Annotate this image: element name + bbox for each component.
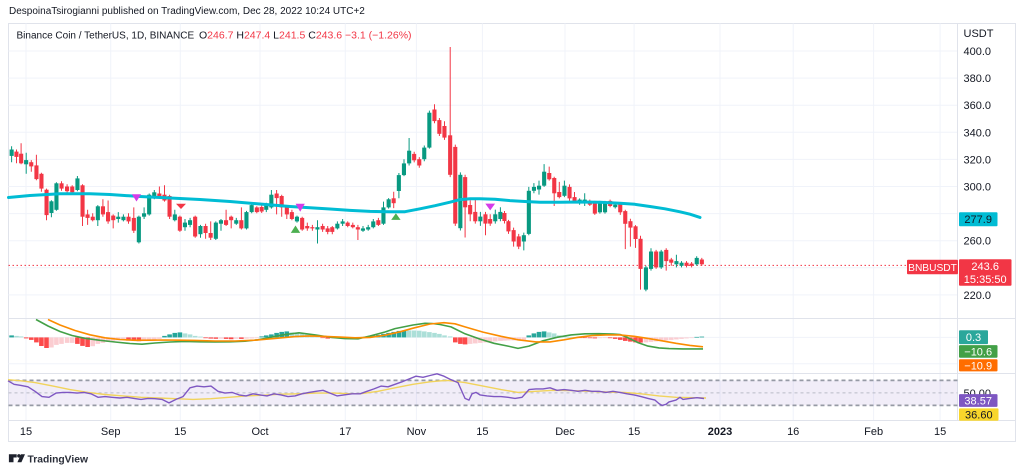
svg-text:−10.9: −10.9 — [964, 360, 992, 372]
svg-text:Dec: Dec — [555, 426, 575, 438]
svg-text:−10.6: −10.6 — [964, 346, 992, 358]
svg-text:36.60: 36.60 — [965, 410, 993, 422]
svg-text:360.0: 360.0 — [964, 100, 992, 112]
svg-text:O246.7 H247.4 L241.5 C243.6 −3: O246.7 H247.4 L241.5 C243.6 −3.1 (−1.26%… — [199, 30, 412, 42]
svg-text:300.0: 300.0 — [964, 182, 992, 194]
svg-text:2023: 2023 — [708, 426, 732, 438]
svg-text:277.9: 277.9 — [964, 214, 992, 226]
svg-text:Feb: Feb — [864, 426, 883, 438]
svg-text:15: 15 — [20, 426, 32, 438]
svg-text:Binance Coin / TetherUS, 1D, B: Binance Coin / TetherUS, 1D, BINANCE — [17, 31, 195, 42]
svg-text:DespoinaTsirogianni published: DespoinaTsirogianni published on Trading… — [9, 6, 365, 17]
svg-text:Oct: Oct — [251, 426, 268, 438]
svg-text:243.6: 243.6 — [971, 261, 999, 273]
svg-text:15: 15 — [934, 426, 946, 438]
svg-text:15: 15 — [628, 426, 640, 438]
svg-text:260.0: 260.0 — [964, 236, 992, 248]
svg-text:USDT: USDT — [964, 28, 994, 40]
svg-text:38.57: 38.57 — [964, 396, 992, 408]
svg-text:15: 15 — [174, 426, 186, 438]
svg-text:400.0: 400.0 — [964, 46, 992, 58]
svg-text:320.0: 320.0 — [964, 154, 992, 166]
svg-text:340.0: 340.0 — [964, 127, 992, 139]
svg-text:TradingView: TradingView — [28, 454, 89, 465]
svg-text:15: 15 — [476, 426, 488, 438]
svg-text:Nov: Nov — [407, 426, 427, 438]
svg-text:15:35:50: 15:35:50 — [964, 274, 1007, 286]
svg-text:16: 16 — [787, 426, 799, 438]
svg-text:Sep: Sep — [101, 426, 121, 438]
svg-text:BNBUSDT: BNBUSDT — [908, 263, 957, 274]
svg-text:220.0: 220.0 — [964, 290, 992, 302]
svg-text:17: 17 — [339, 426, 351, 438]
svg-text:380.0: 380.0 — [964, 73, 992, 85]
svg-text:0.3: 0.3 — [966, 332, 981, 344]
